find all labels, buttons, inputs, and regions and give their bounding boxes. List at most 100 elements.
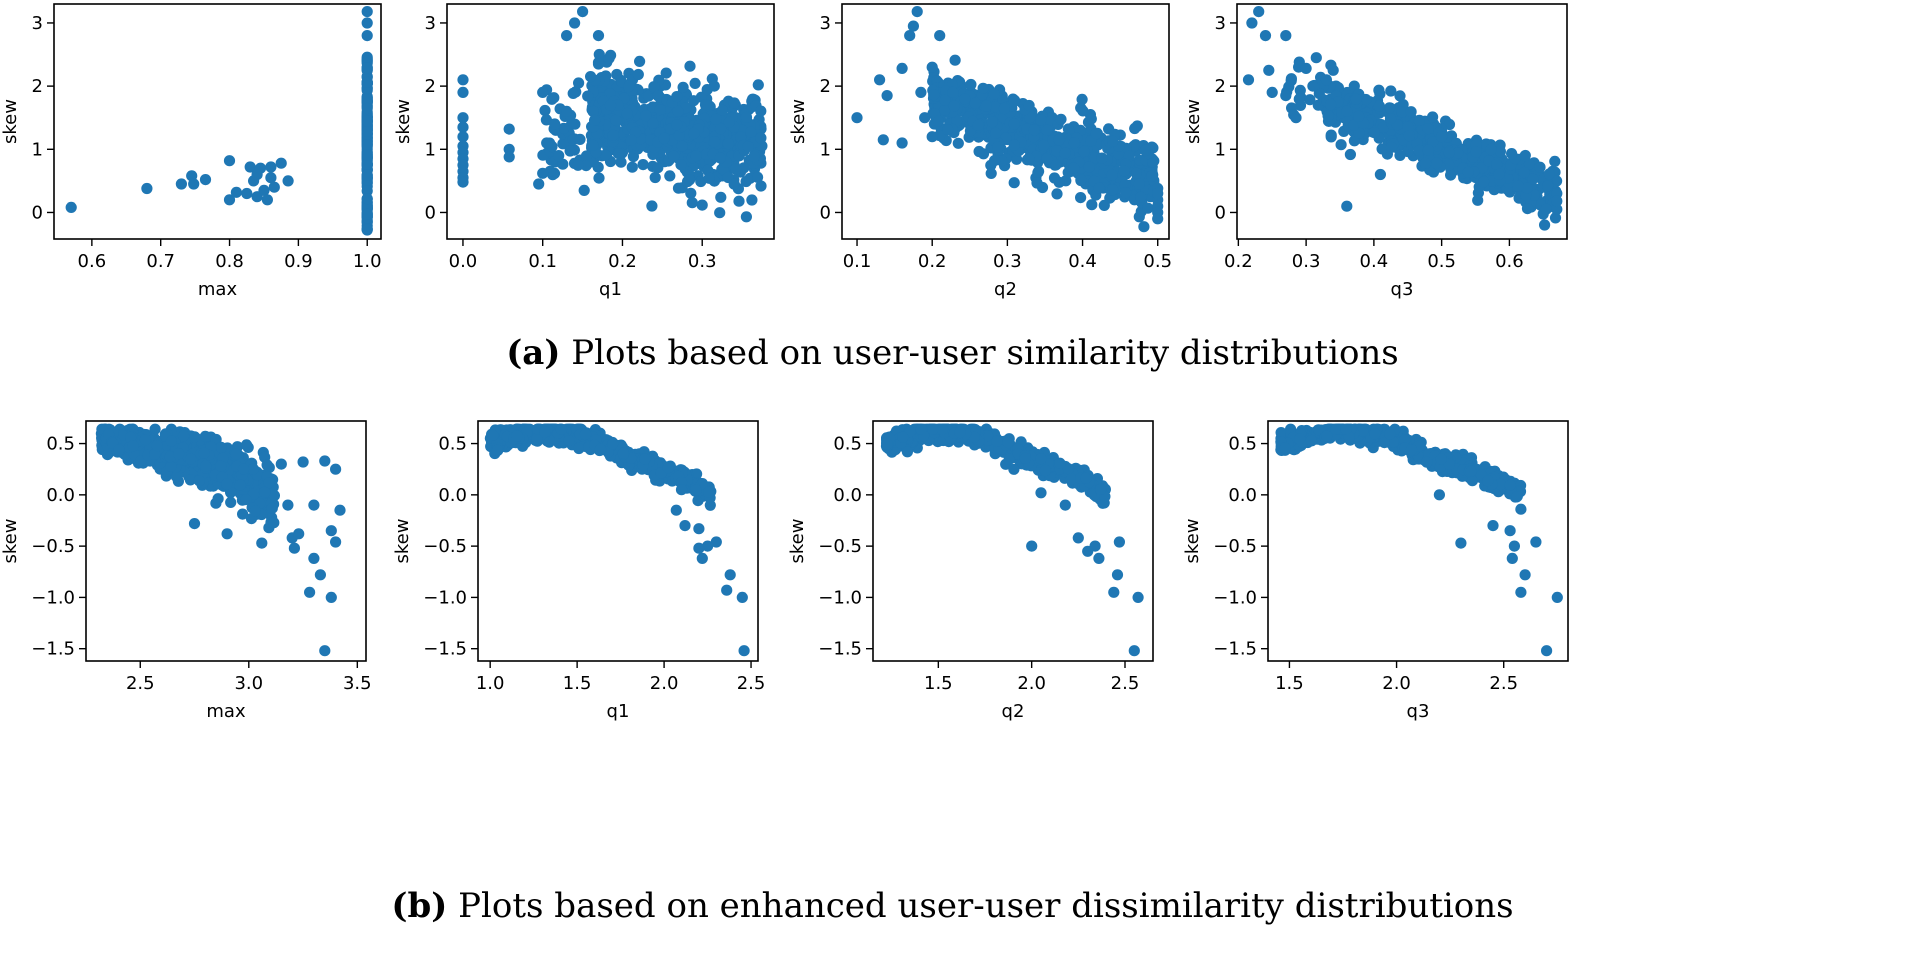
scatter-point xyxy=(926,131,938,143)
scatter-point xyxy=(646,200,658,212)
scatter-point xyxy=(1293,93,1305,105)
scatter-point xyxy=(1038,139,1050,152)
scatter-point xyxy=(577,6,589,18)
scatter-point xyxy=(907,20,920,32)
scatter-point xyxy=(982,430,994,442)
scatter-point xyxy=(1551,203,1563,215)
scatter-point xyxy=(752,171,764,183)
scatter-point xyxy=(1369,428,1381,440)
scatter-point xyxy=(247,463,259,475)
scatter-point xyxy=(261,194,273,206)
scatter-point xyxy=(1304,94,1316,106)
scatter-point xyxy=(223,155,236,167)
scatter-point xyxy=(175,178,187,190)
scatter-point xyxy=(221,478,233,490)
scatter-point xyxy=(361,29,373,42)
scatter-point xyxy=(1465,465,1477,477)
scatter-point xyxy=(1095,483,1107,495)
scatter-point xyxy=(288,542,300,554)
scatter-point xyxy=(942,124,954,136)
scatter-point xyxy=(580,150,593,162)
scatter-point xyxy=(594,443,607,455)
scatter-point xyxy=(1041,124,1053,136)
scatter-point xyxy=(184,453,197,465)
scatter-point xyxy=(722,138,734,150)
y-tick-label: 2 xyxy=(32,76,43,97)
scatter-point xyxy=(457,112,469,124)
y-tick-label: 0 xyxy=(32,202,43,223)
scatter-point xyxy=(1059,499,1071,511)
scatter-point xyxy=(972,119,984,131)
scatter-point xyxy=(1139,144,1151,157)
scatter-point xyxy=(325,591,337,604)
scatter-point xyxy=(685,187,697,199)
scatter-point xyxy=(1378,437,1390,449)
scatter-point xyxy=(1051,145,1063,157)
scatter-point xyxy=(632,68,644,81)
scatter-point xyxy=(184,474,196,486)
scatter-point xyxy=(1310,52,1322,64)
scatter-points xyxy=(880,423,1144,657)
y-tick-label: 0 xyxy=(820,202,831,223)
scatter-point xyxy=(1506,148,1518,160)
x-tick-label: 3.0 xyxy=(234,673,263,694)
scatter-point xyxy=(1077,105,1089,117)
scatter-point xyxy=(693,542,705,554)
scatter-point xyxy=(989,101,1001,113)
scatter-point xyxy=(199,430,211,442)
y-axis-label: skew xyxy=(393,99,414,144)
scatter-point xyxy=(361,193,373,205)
scatter-point xyxy=(1504,479,1516,491)
axes-frame xyxy=(841,3,1170,240)
scatter-point xyxy=(1290,112,1302,124)
x-tick-label: 0.5 xyxy=(1427,251,1456,272)
scatter-point xyxy=(948,100,960,112)
axes-frame xyxy=(53,3,382,240)
scatter-point xyxy=(1024,111,1036,124)
scatter-point xyxy=(561,29,573,42)
scatter-points xyxy=(457,6,768,223)
scatter-point xyxy=(293,528,305,540)
scatter-point xyxy=(325,525,337,537)
scatter-point xyxy=(1430,157,1443,169)
scatter-point xyxy=(1403,130,1415,142)
scatter-point xyxy=(193,475,205,487)
x-tick-label: 2.5 xyxy=(1489,673,1518,694)
scatter-point xyxy=(1519,569,1531,581)
scatter-points xyxy=(65,6,373,236)
scatter-point xyxy=(649,171,661,184)
scatter-point xyxy=(573,77,585,89)
scatter-point xyxy=(1039,464,1051,477)
scatter-point xyxy=(1107,184,1119,196)
scatter-point xyxy=(740,211,753,223)
scatter-point xyxy=(613,148,625,160)
scatter-point xyxy=(1120,187,1132,199)
scatter-point xyxy=(688,127,700,140)
scatter-point xyxy=(1107,135,1119,147)
scatter-point xyxy=(1041,153,1053,165)
scatter-point xyxy=(1035,114,1047,126)
y-tick-label: −0.5 xyxy=(423,536,467,557)
x-axis-label: q2 xyxy=(1002,701,1025,722)
scatter-point xyxy=(1368,127,1380,139)
scatter-point xyxy=(724,569,736,581)
scatter-point xyxy=(1253,6,1265,18)
scatter-point xyxy=(915,423,928,435)
y-tick-label: 0 xyxy=(425,202,436,223)
scatter-points xyxy=(1275,423,1563,657)
scatter-point xyxy=(1325,131,1337,143)
scatter-point xyxy=(954,426,966,439)
scatter-point xyxy=(851,112,863,124)
scatter-point xyxy=(752,79,764,91)
scatter-point xyxy=(932,115,945,127)
scatter-point xyxy=(668,150,680,162)
scatter-point xyxy=(1152,213,1164,225)
scatter-point xyxy=(361,169,373,181)
scatter-point xyxy=(165,435,177,447)
scatter-point xyxy=(511,430,523,442)
scatter-point xyxy=(1530,536,1542,548)
scatter-point xyxy=(660,67,672,79)
axes-frame xyxy=(477,420,759,662)
x-tick-label: 2.5 xyxy=(126,673,155,694)
